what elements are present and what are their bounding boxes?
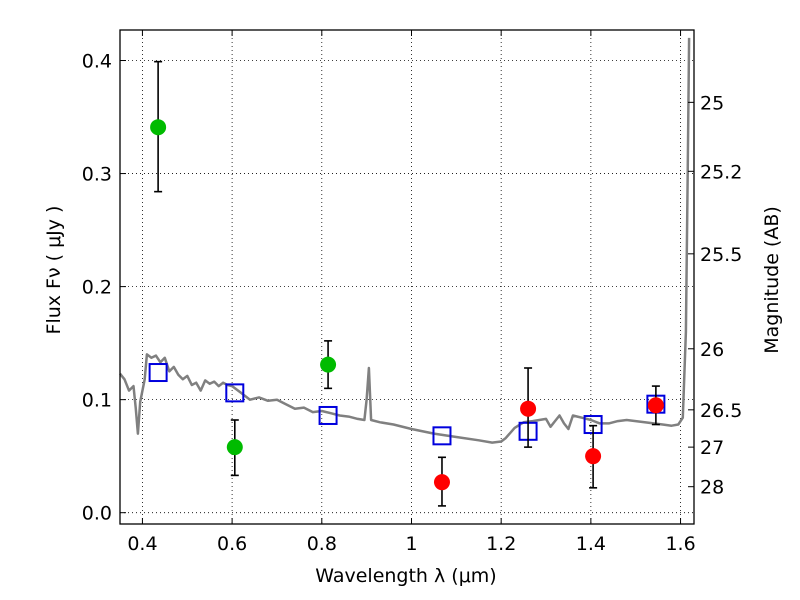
- x-tick-label: 0.6: [217, 533, 247, 555]
- data-point: [150, 119, 167, 136]
- right-axis-label: Magnitude (AB): [761, 206, 783, 354]
- y-tick-label: 0.3: [82, 164, 112, 186]
- right-tick-label: 25.5: [700, 244, 742, 266]
- right-tick-label: 27: [700, 437, 724, 459]
- y-axis-label: Flux Fν ( μJy ): [43, 206, 65, 335]
- data-point: [320, 356, 337, 373]
- spectrum-line: [119, 37, 691, 444]
- y-tick-label: 0.4: [82, 51, 112, 73]
- model-spectrum: [119, 37, 691, 444]
- data-point: [647, 397, 664, 414]
- x-tick-label: 0.4: [127, 533, 157, 555]
- y-tick-label: 0.0: [82, 503, 112, 525]
- right-tick-label: 25: [700, 92, 724, 114]
- right-tick-label: 26: [700, 339, 724, 361]
- x-tick-label: 1.6: [665, 533, 695, 555]
- observed-points: [150, 119, 664, 491]
- y-tick-label: 0.1: [82, 390, 112, 412]
- model-square: [148, 363, 168, 383]
- y-tick-label: 0.2: [82, 277, 112, 299]
- right-tick-label: 25.2: [700, 161, 742, 183]
- x-tick-label: 1.2: [486, 533, 516, 555]
- model-square: [432, 426, 452, 446]
- model-square: [225, 383, 245, 403]
- x-tick-label: 0.8: [307, 533, 337, 555]
- axis-ticks: 0.4 0.6 0.8 1 1.2 1.4 1.6 0.0 0.1 0.2 0.3 0.4 25 25.2…: [82, 30, 742, 555]
- data-point: [226, 439, 243, 456]
- x-tick-label: 1: [405, 533, 417, 555]
- data-point: [585, 448, 602, 465]
- data-point: [433, 474, 450, 491]
- plot-frame: [119, 29, 695, 525]
- x-axis-label: Wavelength λ (μm): [315, 565, 496, 587]
- x-tick-label: 1.4: [576, 533, 606, 555]
- model-square: [318, 405, 338, 425]
- right-tick-label: 26.5: [700, 400, 742, 422]
- data-point: [520, 400, 537, 417]
- right-tick-label: 28: [700, 477, 724, 499]
